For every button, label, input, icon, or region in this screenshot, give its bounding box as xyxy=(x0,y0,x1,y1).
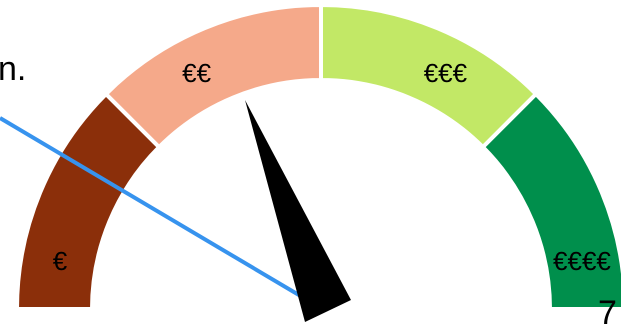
cut-off-text-top-left: n. xyxy=(0,50,27,88)
label-one-euro: € xyxy=(53,246,68,276)
gauge-needle xyxy=(245,100,351,322)
price-gauge: €€€ €€€€€€€ xyxy=(0,2,621,322)
label-two-euro: €€ xyxy=(182,58,211,88)
label-four-euro: €€€€ xyxy=(553,246,611,276)
gauge-segments xyxy=(14,2,621,311)
segment-two-euro xyxy=(103,2,323,150)
cut-off-text-bottom-right: 7 xyxy=(598,294,617,332)
gauge-segment-labels: €€€ €€€€€€€ xyxy=(53,58,612,276)
segment-four-euro xyxy=(480,91,621,311)
label-three-euro: €€€ xyxy=(424,58,468,88)
pointer-line xyxy=(0,116,306,300)
